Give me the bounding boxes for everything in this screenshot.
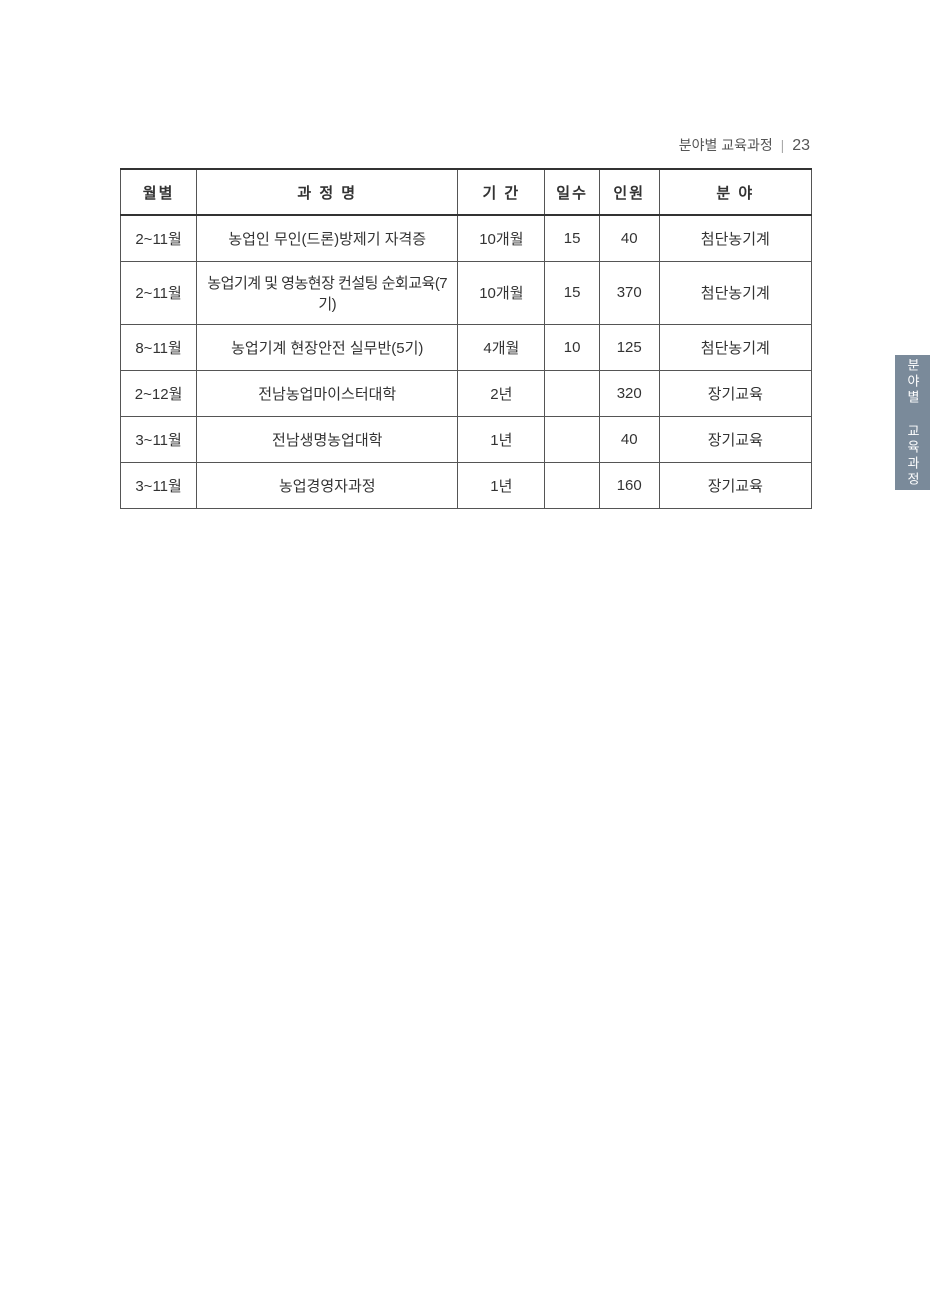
cell-period: 1년 xyxy=(458,416,545,462)
table-row: 2~11월 농업기계 및 영농현장 컨설팅 순회교육(7기) 10개월 15 3… xyxy=(121,261,812,324)
cell-month: 2~11월 xyxy=(121,215,197,261)
cell-people: 160 xyxy=(599,462,659,508)
cell-period: 10개월 xyxy=(458,261,545,324)
cell-course: 농업기계 및 영농현장 컨설팅 순회교육(7기) xyxy=(197,261,458,324)
cell-days: 10 xyxy=(545,324,599,370)
table-header-row: 월별 과 정 명 기 간 일수 인원 분 야 xyxy=(121,169,812,215)
cell-course: 농업인 무인(드론)방제기 자격증 xyxy=(197,215,458,261)
cell-days: 15 xyxy=(545,215,599,261)
cell-days xyxy=(545,462,599,508)
side-tab-label: 분야별 교육과정 xyxy=(903,358,922,488)
cell-course: 농업기계 현장안전 실무반(5기) xyxy=(197,324,458,370)
table-row: 2~12월 전남농업마이스터대학 2년 320 장기교육 xyxy=(121,370,812,416)
header-month: 월별 xyxy=(121,169,197,215)
cell-field: 첨단농기계 xyxy=(659,324,811,370)
cell-days xyxy=(545,370,599,416)
table-row: 3~11월 농업경영자과정 1년 160 장기교육 xyxy=(121,462,812,508)
page-header: 분야별 교육과정 | 23 xyxy=(679,135,810,155)
cell-period: 10개월 xyxy=(458,215,545,261)
cell-month: 3~11월 xyxy=(121,462,197,508)
cell-month: 2~12월 xyxy=(121,370,197,416)
cell-month: 2~11월 xyxy=(121,261,197,324)
cell-month: 8~11월 xyxy=(121,324,197,370)
cell-period: 4개월 xyxy=(458,324,545,370)
table-row: 2~11월 농업인 무인(드론)방제기 자격증 10개월 15 40 첨단농기계 xyxy=(121,215,812,261)
cell-people: 40 xyxy=(599,416,659,462)
cell-field: 장기교육 xyxy=(659,370,811,416)
cell-days xyxy=(545,416,599,462)
cell-course: 전남농업마이스터대학 xyxy=(197,370,458,416)
cell-people: 40 xyxy=(599,215,659,261)
cell-course: 전남생명농업대학 xyxy=(197,416,458,462)
section-label: 분야별 교육과정 xyxy=(679,137,773,153)
header-field: 분 야 xyxy=(659,169,811,215)
page-number: 23 xyxy=(792,137,810,154)
cell-field: 첨단농기계 xyxy=(659,215,811,261)
header-period: 기 간 xyxy=(458,169,545,215)
header-divider: | xyxy=(781,137,785,153)
cell-days: 15 xyxy=(545,261,599,324)
cell-period: 1년 xyxy=(458,462,545,508)
cell-field: 첨단농기계 xyxy=(659,261,811,324)
header-people: 인원 xyxy=(599,169,659,215)
header-days: 일수 xyxy=(545,169,599,215)
cell-month: 3~11월 xyxy=(121,416,197,462)
curriculum-table: 월별 과 정 명 기 간 일수 인원 분 야 2~11월 농업인 무인(드론)방… xyxy=(120,168,812,509)
side-tab: 분야별 교육과정 xyxy=(895,355,930,490)
cell-field: 장기교육 xyxy=(659,416,811,462)
cell-course: 농업경영자과정 xyxy=(197,462,458,508)
cell-people: 320 xyxy=(599,370,659,416)
table-body: 2~11월 농업인 무인(드론)방제기 자격증 10개월 15 40 첨단농기계… xyxy=(121,215,812,508)
table-row: 3~11월 전남생명농업대학 1년 40 장기교육 xyxy=(121,416,812,462)
cell-period: 2년 xyxy=(458,370,545,416)
table-row: 8~11월 농업기계 현장안전 실무반(5기) 4개월 10 125 첨단농기계 xyxy=(121,324,812,370)
cell-people: 370 xyxy=(599,261,659,324)
cell-people: 125 xyxy=(599,324,659,370)
cell-field: 장기교육 xyxy=(659,462,811,508)
header-course: 과 정 명 xyxy=(197,169,458,215)
